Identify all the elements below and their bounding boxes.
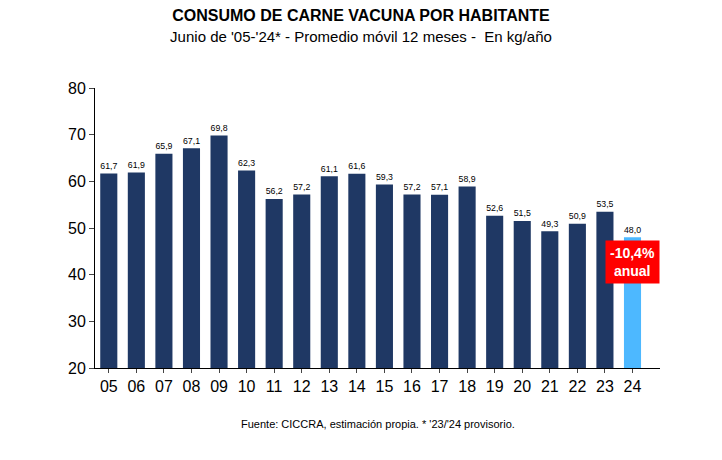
svg-text:16: 16	[403, 378, 421, 395]
svg-text:53,5: 53,5	[596, 199, 613, 209]
svg-text:62,3: 62,3	[238, 158, 255, 168]
svg-text:61,7: 61,7	[100, 161, 117, 171]
svg-text:48,0: 48,0	[624, 225, 641, 235]
svg-text:12: 12	[293, 378, 311, 395]
svg-text:50,9: 50,9	[569, 211, 586, 221]
svg-text:21: 21	[541, 378, 559, 395]
svg-text:57,1: 57,1	[431, 182, 448, 192]
svg-text:13: 13	[320, 378, 338, 395]
svg-text:51,5: 51,5	[514, 208, 531, 218]
svg-text:18: 18	[458, 378, 476, 395]
svg-text:06: 06	[127, 378, 145, 395]
svg-text:61,1: 61,1	[321, 164, 338, 174]
svg-text:14: 14	[348, 378, 366, 395]
svg-text:60: 60	[68, 173, 86, 190]
svg-text:49,3: 49,3	[541, 219, 558, 229]
svg-text:09: 09	[210, 378, 228, 395]
svg-text:20: 20	[513, 378, 531, 395]
svg-text:19: 19	[486, 378, 504, 395]
svg-text:50: 50	[68, 220, 86, 237]
svg-text:58,9: 58,9	[459, 174, 476, 184]
svg-text:61,6: 61,6	[348, 161, 365, 171]
svg-text:11: 11	[266, 378, 283, 395]
svg-text:57,2: 57,2	[403, 182, 420, 192]
svg-text:22: 22	[568, 378, 586, 395]
svg-text:56,2: 56,2	[266, 186, 283, 196]
svg-text:30: 30	[68, 313, 86, 330]
svg-text:17: 17	[431, 378, 449, 395]
svg-text:69,8: 69,8	[211, 123, 228, 133]
svg-text:67,1: 67,1	[183, 136, 200, 146]
svg-text:Fuente: CICCRA, estimación pro: Fuente: CICCRA, estimación propia. * '23…	[241, 418, 515, 430]
svg-text:05: 05	[100, 378, 118, 395]
svg-text:CONSUMO DE CARNE VACUNA POR HA: CONSUMO DE CARNE VACUNA POR HABITANTEJun…	[170, 7, 552, 45]
svg-text:52,6: 52,6	[486, 203, 503, 213]
svg-text:65,9: 65,9	[155, 141, 172, 151]
svg-text:-10,4%anual: -10,4%anual	[610, 245, 655, 279]
svg-text:10: 10	[238, 378, 256, 395]
svg-text:80: 80	[68, 80, 86, 97]
svg-text:23: 23	[596, 378, 614, 395]
svg-text:24: 24	[624, 378, 642, 395]
svg-text:40: 40	[68, 266, 86, 283]
svg-text:20: 20	[68, 360, 86, 377]
svg-text:07: 07	[155, 378, 173, 395]
svg-text:57,2: 57,2	[293, 182, 310, 192]
svg-text:08: 08	[183, 378, 201, 395]
svg-text:70: 70	[68, 126, 86, 143]
svg-text:15: 15	[376, 378, 394, 395]
svg-text:59,3: 59,3	[376, 172, 393, 182]
svg-text:61,9: 61,9	[128, 160, 145, 170]
